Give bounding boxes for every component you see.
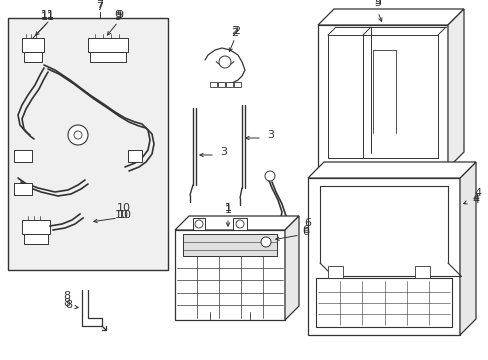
Bar (218, 82, 224, 87)
Circle shape (195, 220, 203, 228)
Circle shape (261, 237, 270, 247)
Bar (24, 52, 42, 62)
Bar (183, 234, 276, 256)
Bar (14, 183, 32, 195)
Text: 2: 2 (233, 26, 240, 36)
Text: 11: 11 (41, 12, 55, 22)
Text: 9: 9 (114, 12, 122, 22)
Polygon shape (307, 162, 475, 178)
Bar (327, 266, 342, 278)
Bar (22, 38, 44, 52)
Text: 6: 6 (302, 227, 308, 237)
Text: 4: 4 (471, 193, 478, 203)
Text: 11: 11 (41, 10, 55, 20)
Text: 1: 1 (224, 203, 231, 213)
Polygon shape (459, 162, 475, 335)
Text: 5: 5 (374, 0, 381, 6)
Text: 7: 7 (96, 0, 103, 10)
Polygon shape (447, 9, 463, 168)
Text: 1: 1 (224, 205, 231, 215)
Bar (225, 82, 232, 87)
Text: 10: 10 (118, 210, 132, 220)
Circle shape (236, 220, 244, 228)
Polygon shape (175, 216, 298, 230)
Bar (414, 266, 429, 278)
Circle shape (74, 131, 82, 139)
Text: 6: 6 (302, 225, 308, 235)
Text: 10: 10 (115, 210, 129, 220)
Text: 11: 11 (41, 10, 55, 20)
Text: 5: 5 (374, 0, 381, 8)
Text: 3: 3 (220, 147, 226, 157)
Bar (193, 218, 204, 230)
Bar (232, 218, 246, 230)
Bar (128, 150, 142, 162)
Bar (14, 150, 32, 162)
Polygon shape (317, 9, 463, 25)
Bar (175, 230, 285, 320)
Bar (234, 82, 241, 87)
Text: 8: 8 (63, 291, 70, 301)
Text: 6: 6 (304, 218, 310, 228)
Text: 2: 2 (231, 26, 238, 36)
Text: 10: 10 (117, 203, 131, 213)
Text: 4: 4 (471, 195, 478, 205)
Bar (88, 38, 128, 52)
Bar (8, 18, 168, 270)
Text: 8: 8 (65, 300, 72, 310)
Bar (24, 234, 48, 244)
Text: 7: 7 (96, 2, 103, 12)
Bar (90, 52, 126, 62)
Bar (317, 25, 447, 168)
Text: 9: 9 (114, 10, 122, 20)
Circle shape (68, 125, 88, 145)
Bar (22, 220, 50, 234)
Polygon shape (285, 216, 298, 320)
Text: 8: 8 (63, 298, 70, 308)
Bar (209, 82, 217, 87)
Text: 4: 4 (473, 188, 480, 198)
Bar (307, 178, 459, 335)
Circle shape (264, 171, 274, 181)
Text: 5: 5 (374, 0, 381, 6)
Text: 3: 3 (266, 130, 273, 140)
Text: 9: 9 (116, 10, 123, 20)
Circle shape (219, 56, 230, 68)
Text: 1: 1 (224, 203, 231, 213)
Text: 2: 2 (231, 28, 238, 38)
